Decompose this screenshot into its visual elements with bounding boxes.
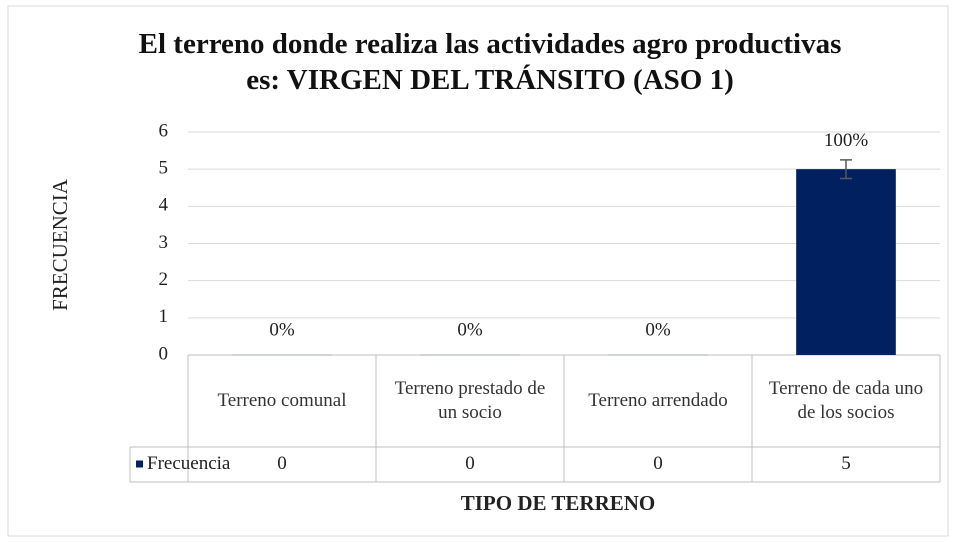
y-tick-label: 3 — [159, 232, 169, 253]
y-axis-title: FRECUENCIA — [48, 178, 72, 311]
y-tick-label: 1 — [159, 306, 169, 327]
y-tick-label: 2 — [159, 269, 169, 290]
x-tick-label: Terreno comunal — [217, 390, 347, 411]
data-label: 0% — [457, 319, 483, 340]
x-axis-title: TIPO DE TERRENO — [461, 491, 656, 515]
y-tick-label: 6 — [159, 120, 169, 141]
legend-swatch — [136, 460, 143, 468]
table-value: 5 — [841, 453, 851, 474]
data-label: 0% — [269, 319, 295, 340]
y-tick-label: 0 — [159, 343, 169, 364]
table-value: 0 — [653, 453, 663, 474]
chart-border — [7, 5, 949, 537]
y-tick-label: 5 — [159, 158, 169, 179]
error-bar — [840, 159, 852, 180]
y-tick-label: 4 — [159, 195, 169, 216]
x-tick-label: Terreno arrendado — [588, 390, 728, 411]
x-tick-label: Terreno prestado de un socio — [394, 378, 546, 423]
bar — [796, 169, 896, 355]
table-value: 0 — [465, 453, 475, 474]
legend-label: Frecuencia — [147, 453, 231, 474]
data-label: 0% — [645, 319, 671, 340]
table-value: 0 — [277, 453, 287, 474]
chart-title: El terreno donde realiza las actividades… — [138, 28, 842, 96]
data-label: 100% — [824, 130, 869, 151]
x-tick-label: Terreno de cada uno de los socios — [768, 378, 924, 423]
